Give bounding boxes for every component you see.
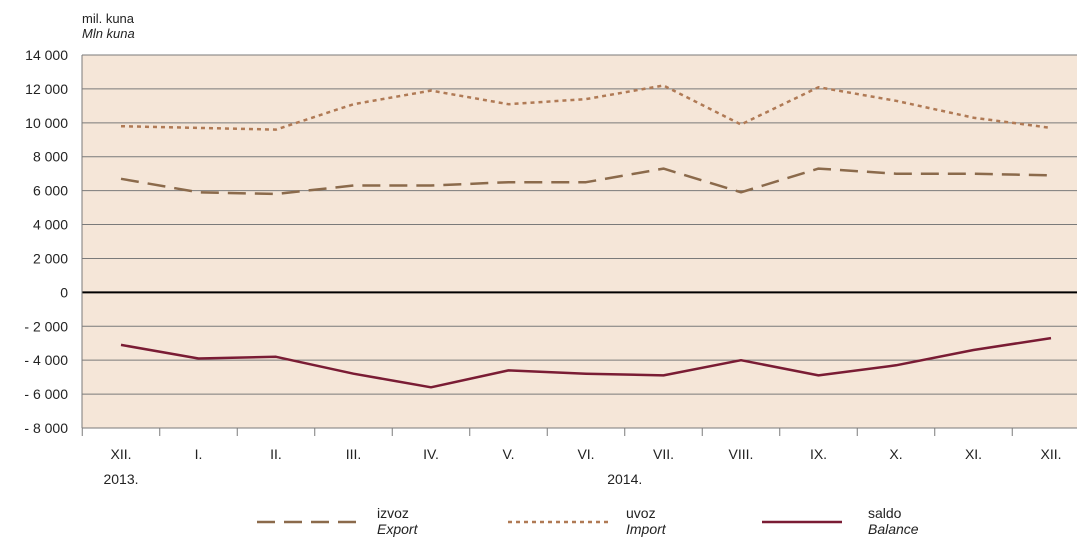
- series-lines: [120, 84, 1052, 389]
- x-tick-label: VIII.: [729, 446, 754, 462]
- y-tick-label: 6 000: [33, 183, 68, 199]
- plot-background: [82, 55, 1077, 428]
- x-tick-label: VI.: [577, 446, 594, 462]
- y-tick-label: 14 000: [25, 47, 68, 63]
- y-tick-label: 12 000: [25, 81, 68, 97]
- y-axis-ticks: 14 000 12 000 10 000 8 000 6 000 4 000 2 000 0 -…: [24, 47, 68, 436]
- y-tick-label: - 4 000: [24, 352, 68, 368]
- y-tick-label: 4 000: [33, 217, 68, 233]
- x-tick-label: IX.: [810, 446, 827, 462]
- series-line-balance: [120, 336, 1052, 389]
- x-tick-label: IV.: [423, 446, 439, 462]
- x-tick-label: VII.: [653, 446, 674, 462]
- x-tick-label: III.: [346, 446, 362, 462]
- x-axis-ticks: XII. I. II. III. IV. V. VI. VII. VIII. IX. X. XI. XI…: [81, 428, 1062, 487]
- x-year-label: 2013.: [103, 471, 138, 487]
- x-year-label: 2014.: [607, 471, 642, 487]
- x-tick-label: X.: [889, 446, 902, 462]
- y-tick-label: - 2 000: [24, 318, 68, 334]
- series-line-import: [120, 84, 1052, 131]
- x-tick-label: I.: [195, 446, 203, 462]
- x-tick-label: II.: [270, 446, 282, 462]
- legend-label-saldo: saldo: [868, 505, 902, 521]
- grid: [81, 54, 1077, 429]
- legend-label-balance: Balance: [868, 521, 919, 537]
- y-axis-unit-label: mil. kuna: [82, 11, 135, 26]
- y-tick-label: - 6 000: [24, 386, 68, 402]
- legend-label-izvoz: izvoz: [377, 505, 409, 521]
- x-tick-label: XII.: [1040, 446, 1061, 462]
- y-tick-label: 8 000: [33, 149, 68, 165]
- y-tick-label: 2 000: [33, 250, 68, 266]
- y-tick-label: 10 000: [25, 115, 68, 131]
- y-tick-label: - 8 000: [24, 420, 68, 436]
- legend-label-export: Export: [377, 521, 418, 537]
- y-axis-unit-label-en: Mln kuna: [82, 26, 135, 41]
- x-tick-label: V.: [503, 446, 515, 462]
- y-tick-label: 0: [60, 284, 68, 300]
- x-tick-label: XI.: [965, 446, 982, 462]
- legend-label-uvoz: uvoz: [626, 505, 656, 521]
- x-tick-label: XII.: [110, 446, 131, 462]
- series-line-export: [120, 167, 1052, 196]
- legend-label-import: Import: [626, 521, 666, 537]
